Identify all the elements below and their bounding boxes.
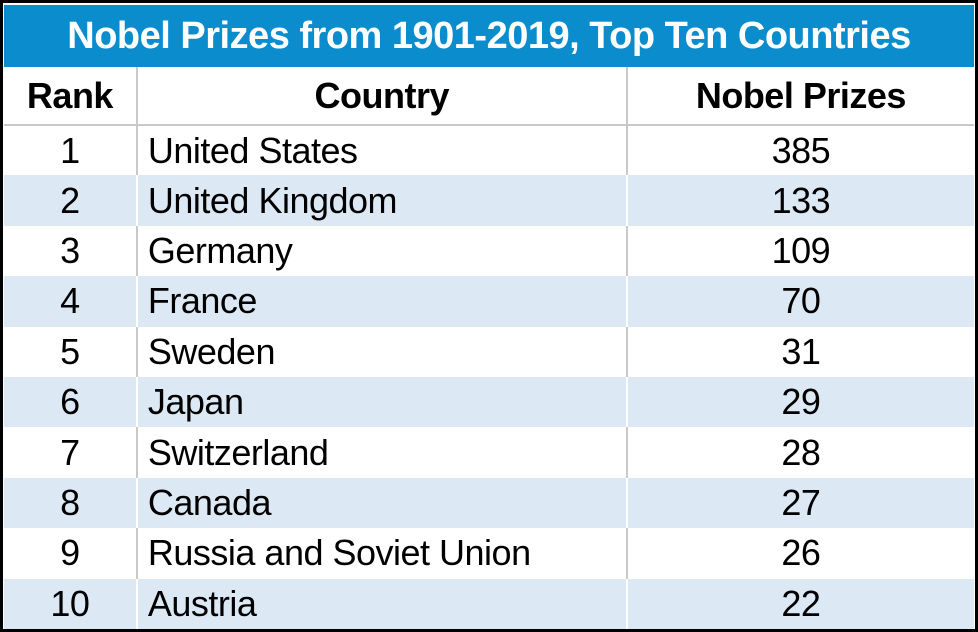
prizes-cell: 28 <box>625 427 974 478</box>
country-cell: United Kingdom <box>147 179 398 221</box>
prizes-cell: 26 <box>625 528 974 579</box>
rank-cell: 10 <box>50 582 90 624</box>
prizes-cell: 133 <box>771 179 831 221</box>
rank-cell: 8 <box>60 481 80 523</box>
header-nobel-prizes: Nobel Prizes <box>625 67 974 126</box>
header-rank: Rank <box>4 67 137 126</box>
table-row: 9 Russia and Soviet Union 26 <box>4 528 974 579</box>
prizes-cell: 70 <box>781 280 821 322</box>
rank-cell: 4 <box>60 280 80 322</box>
table-row: 5 Sweden 31 <box>4 326 974 377</box>
country-cell: Germany <box>135 225 627 277</box>
prizes-cell: 385 <box>625 125 974 176</box>
header-country: Country <box>135 67 627 126</box>
rank-cell: 6 <box>60 381 80 423</box>
table-row: 7 Switzerland 28 <box>4 427 974 478</box>
table-row: 10 Austria 22 <box>4 578 974 629</box>
table-row: 8 Canada 27 <box>4 477 974 529</box>
country-cell: Switzerland <box>135 427 627 478</box>
title-bar: Nobel Prizes from 1901-2019, Top Ten Cou… <box>4 5 974 67</box>
country-cell: Austria <box>147 582 257 624</box>
country-cell: Sweden <box>135 326 627 377</box>
rank-cell: 3 <box>60 229 80 271</box>
country-cell: Canada <box>147 481 272 523</box>
header-row: Rank Country Nobel Prizes <box>4 67 974 126</box>
prizes-cell: 29 <box>781 381 821 423</box>
country-cell: Russia and Soviet Union <box>135 528 627 579</box>
rank-cell: 7 <box>60 431 80 473</box>
prizes-cell: 27 <box>781 481 821 523</box>
table-row: 1 United States 385 <box>4 125 974 176</box>
rank-cell: 1 <box>60 129 80 171</box>
prizes-cell: 31 <box>625 326 974 377</box>
prizes-cell: 109 <box>625 225 974 277</box>
table-title: Nobel Prizes from 1901-2019, Top Ten Cou… <box>67 14 911 57</box>
country-cell: France <box>147 280 258 322</box>
table-row: 4 France 70 <box>4 276 974 327</box>
country-cell: Japan <box>147 381 244 423</box>
prizes-cell: 22 <box>781 582 821 624</box>
rank-cell: 9 <box>60 532 80 574</box>
table-row: 3 Germany 109 <box>4 225 974 277</box>
rank-cell: 5 <box>60 330 80 372</box>
table-row: 2 United Kingdom 133 <box>4 175 974 226</box>
country-cell: United States <box>135 125 627 176</box>
nobel-prizes-table: Rank Country Nobel Prizes 1 United State… <box>4 67 974 629</box>
rank-cell: 2 <box>60 179 80 221</box>
table-row: 6 Japan 29 <box>4 376 974 428</box>
